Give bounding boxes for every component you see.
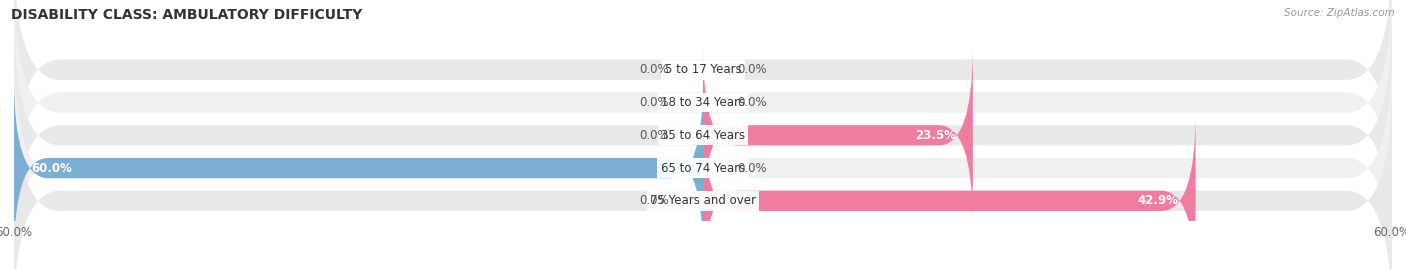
FancyBboxPatch shape bbox=[14, 80, 703, 256]
Text: 0.0%: 0.0% bbox=[638, 194, 669, 207]
Text: 0.0%: 0.0% bbox=[738, 63, 768, 76]
FancyBboxPatch shape bbox=[14, 80, 1392, 269]
Text: 60.0%: 60.0% bbox=[31, 162, 72, 175]
Text: 42.9%: 42.9% bbox=[1137, 194, 1178, 207]
Text: Source: ZipAtlas.com: Source: ZipAtlas.com bbox=[1284, 8, 1395, 18]
FancyBboxPatch shape bbox=[14, 0, 1392, 191]
FancyBboxPatch shape bbox=[703, 113, 1195, 269]
Text: 0.0%: 0.0% bbox=[738, 162, 768, 175]
Text: 75 Years and over: 75 Years and over bbox=[650, 194, 756, 207]
Text: 0.0%: 0.0% bbox=[638, 129, 669, 142]
Text: DISABILITY CLASS: AMBULATORY DIFFICULTY: DISABILITY CLASS: AMBULATORY DIFFICULTY bbox=[11, 8, 363, 22]
FancyBboxPatch shape bbox=[703, 47, 973, 224]
Text: 35 to 64 Years: 35 to 64 Years bbox=[661, 129, 745, 142]
Text: 18 to 34 Years: 18 to 34 Years bbox=[661, 96, 745, 109]
Text: 65 to 74 Years: 65 to 74 Years bbox=[661, 162, 745, 175]
Text: 0.0%: 0.0% bbox=[638, 96, 669, 109]
Text: 5 to 17 Years: 5 to 17 Years bbox=[665, 63, 741, 76]
FancyBboxPatch shape bbox=[14, 0, 1392, 224]
Text: 0.0%: 0.0% bbox=[738, 96, 768, 109]
FancyBboxPatch shape bbox=[14, 47, 1392, 269]
FancyBboxPatch shape bbox=[14, 14, 1392, 256]
Text: 23.5%: 23.5% bbox=[915, 129, 956, 142]
Text: 0.0%: 0.0% bbox=[638, 63, 669, 76]
